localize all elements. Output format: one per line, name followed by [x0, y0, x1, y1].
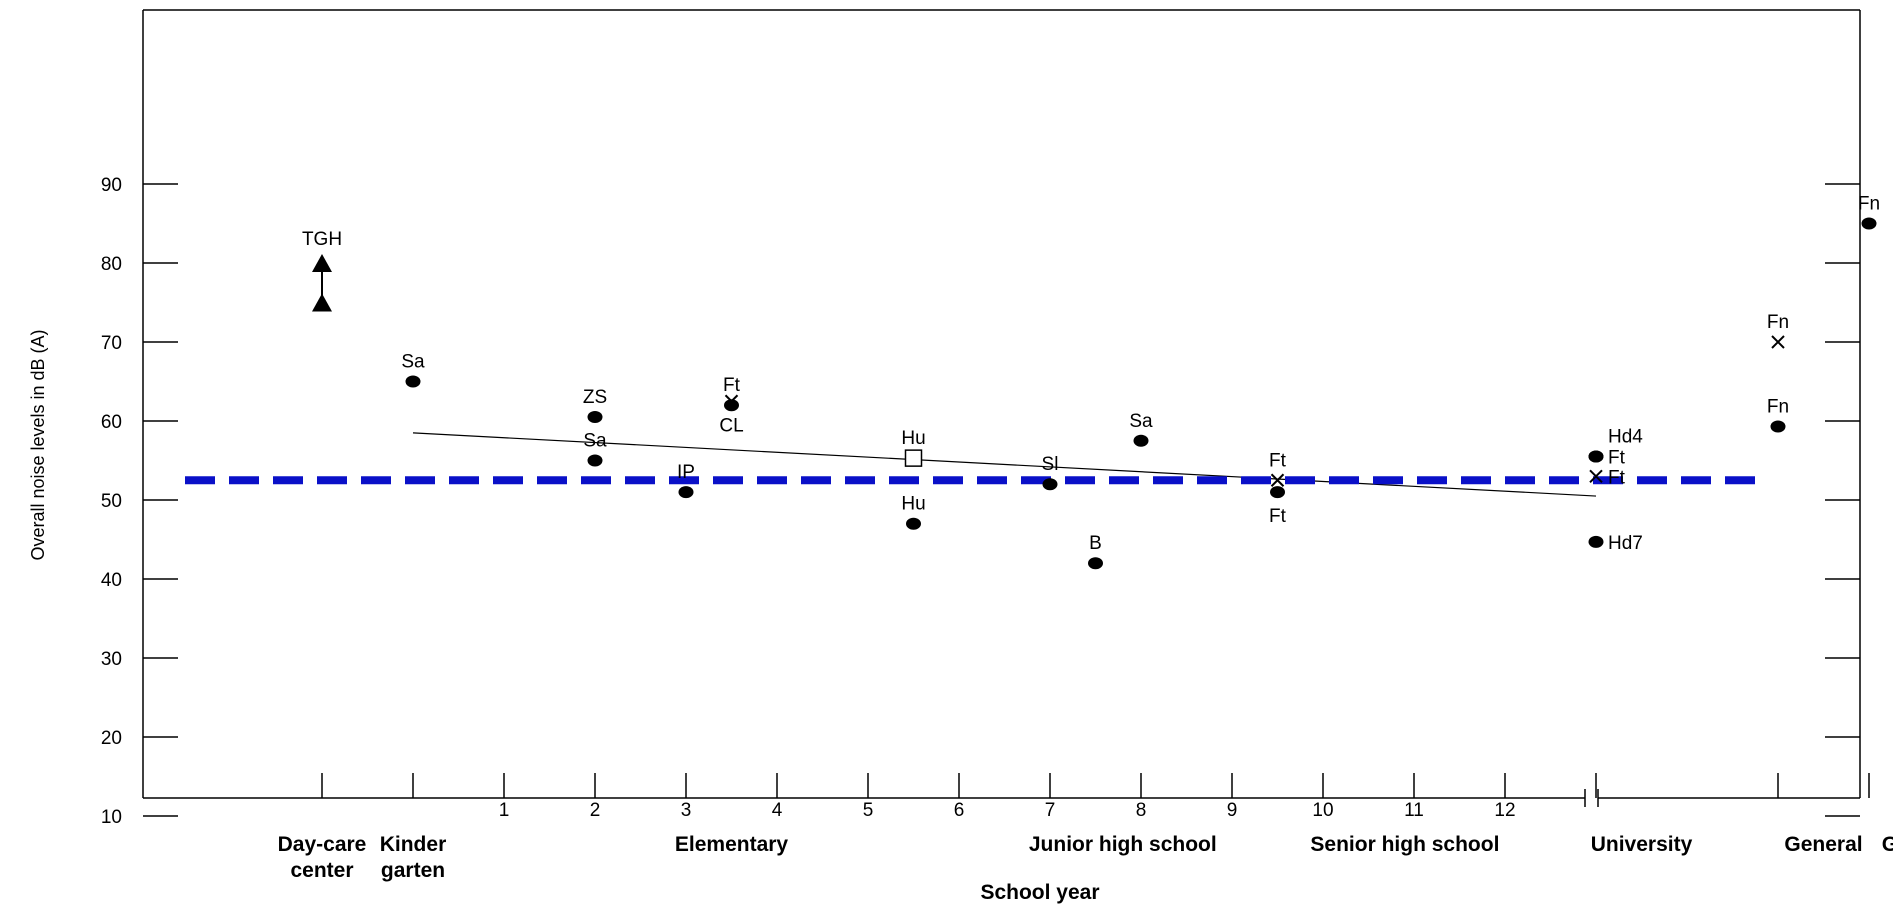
- data-point-label: Hd7: [1608, 533, 1643, 554]
- category-label: University: [1591, 833, 1693, 856]
- x-tick-label: 8: [1136, 800, 1147, 821]
- x-tick-label: 2: [590, 800, 601, 821]
- data-point-dot: [906, 518, 921, 530]
- data-point-dot: [1589, 451, 1604, 463]
- data-point-dot: [1088, 557, 1103, 569]
- category-label: Junior high school: [1029, 833, 1217, 856]
- x-tick-label: 10: [1312, 800, 1333, 821]
- data-points: TGHSaZSSaIPFtCLHuHuSlBSaFtFtHd4FtFtHd7Fn…: [302, 194, 1880, 570]
- category-label: Kinder: [380, 833, 447, 856]
- y-tick-label: 40: [101, 570, 122, 591]
- data-point-label: B: [1089, 533, 1102, 554]
- data-point-dot: [1771, 421, 1786, 433]
- data-point-label: Sl: [1042, 454, 1059, 475]
- x-tick-label: 6: [954, 800, 965, 821]
- data-point-label: Ft: [1269, 506, 1287, 527]
- data-point-label: IP: [677, 462, 695, 483]
- x-tick-label: 4: [772, 800, 783, 821]
- data-point-dot: [679, 486, 694, 498]
- plot-frame: [143, 10, 1860, 807]
- data-point-x: [1772, 336, 1784, 348]
- y-tick-label: 70: [101, 333, 122, 354]
- y-axis-ticks: 10 20 30 40 50 60 70 80 90: [101, 175, 1860, 828]
- y-tick-label: 50: [101, 491, 122, 512]
- data-point-label: CL: [719, 415, 743, 436]
- category-label: Gymnasium: [1882, 833, 1893, 856]
- y-axis-title: Overall noise levels in dB (A): [28, 329, 48, 560]
- category-label: General: [1784, 833, 1862, 856]
- x-category-labels: Day-care center Kinder garten Elementary Juni…: [278, 833, 1893, 882]
- data-point-label: Fn: [1767, 397, 1789, 418]
- data-point-dot: [588, 455, 603, 467]
- data-point-label: Hu: [901, 428, 925, 449]
- data-point-dot: [1134, 435, 1149, 447]
- data-point-square: [906, 450, 922, 466]
- data-point-x: [1272, 474, 1284, 486]
- data-point-label: Fn: [1858, 194, 1880, 215]
- x-tick-label: 5: [863, 800, 874, 821]
- data-point-label: Hd4: [1608, 427, 1643, 448]
- data-point-label: Sa: [583, 431, 607, 452]
- data-point-label: Ft: [1269, 450, 1287, 471]
- category-label: Day-care: [278, 833, 367, 856]
- data-point-label: Ft: [1608, 448, 1626, 469]
- category-label: Elementary: [675, 833, 789, 856]
- y-tick-label: 10: [101, 807, 122, 828]
- y-tick-label: 20: [101, 728, 122, 749]
- category-label: Senior high school: [1310, 833, 1499, 856]
- y-tick-label: 90: [101, 175, 122, 196]
- category-label: garten: [381, 859, 445, 882]
- x-axis-title: School year: [980, 881, 1099, 904]
- y-tick-label: 80: [101, 254, 122, 275]
- x-tick-label: 7: [1045, 800, 1056, 821]
- x-tick-label: 1: [499, 800, 510, 821]
- data-point-label: Hu: [901, 494, 925, 515]
- x-tick-label: 12: [1494, 800, 1515, 821]
- y-tick-label: 60: [101, 412, 122, 433]
- data-point-label: Ft: [1608, 467, 1626, 488]
- data-point-label: Ft: [723, 375, 741, 396]
- data-point-dot: [1589, 536, 1604, 548]
- category-label: center: [290, 859, 353, 882]
- data-point-label: Sa: [401, 352, 425, 373]
- data-point-label: Fn: [1767, 312, 1789, 333]
- data-point-dot: [1862, 218, 1877, 230]
- x-tick-label: 3: [681, 800, 692, 821]
- x-axis-ticks: 1 2 3 4 5 6 7 8 9 10 11 12: [322, 773, 1869, 821]
- data-point-dot: [1043, 478, 1058, 490]
- data-point-dot: [588, 411, 603, 423]
- y-tick-label: 30: [101, 649, 122, 670]
- data-point-dot: [406, 376, 421, 388]
- data-point-label: ZS: [583, 387, 607, 408]
- x-tick-label: 11: [1404, 800, 1424, 821]
- data-point-label: TGH: [302, 229, 342, 250]
- data-point-dot: [1270, 486, 1285, 498]
- x-tick-label: 9: [1227, 800, 1238, 821]
- data-point-label: Sa: [1129, 411, 1153, 432]
